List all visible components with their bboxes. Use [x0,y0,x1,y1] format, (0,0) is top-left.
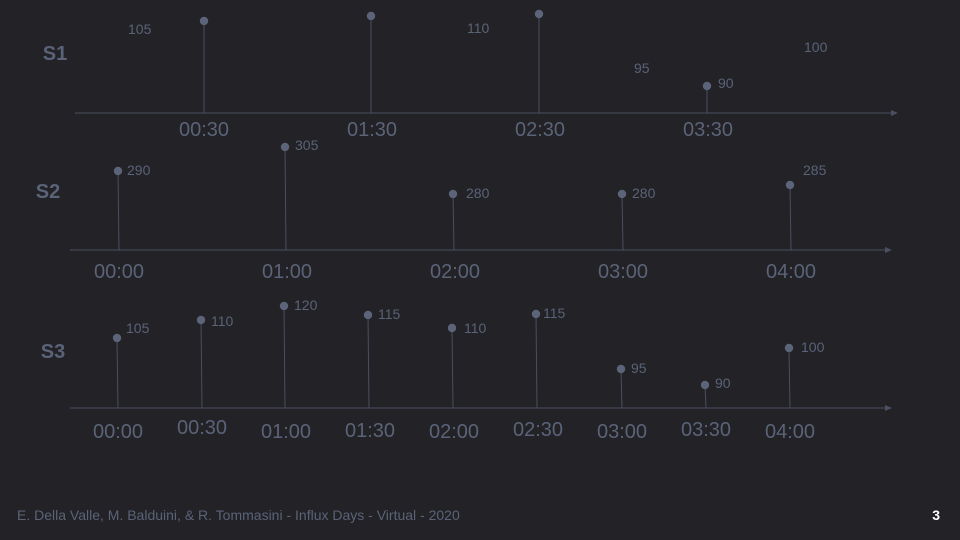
event-marker [785,180,795,190]
event-value-label: 90 [715,375,731,391]
event-stem [788,347,791,409]
event-stem [535,313,538,409]
event-marker [448,189,458,199]
stream-label-s3: S3 [41,341,65,363]
tick-label: 03:30 [681,419,731,441]
tick-label: 04:00 [765,421,815,443]
event-stem [116,337,119,409]
event-value-label: 110 [211,313,234,329]
event-marker [113,166,123,176]
event-marker [616,364,626,374]
event-stem [117,170,120,251]
event-marker [702,81,712,91]
axis-arrow-s3 [885,405,892,411]
event-marker [784,343,794,353]
event-marker [700,380,710,390]
event-value-label: 105 [126,320,150,336]
event-marker [363,310,373,320]
event-value-label: 100 [801,339,825,355]
footer-credits: E. Della Valle, M. Balduini, & R. Tommas… [17,507,460,523]
tick-label: 01:00 [262,261,312,283]
event-value-label: 290 [127,162,151,178]
event-marker [617,189,627,199]
event-value-label: 305 [295,137,319,153]
event-value-label: 100 [804,39,828,55]
tick-label: 04:00 [766,261,816,283]
event-marker [531,309,541,319]
event-value-label: 115 [378,306,401,322]
tick-label: 03:00 [597,421,647,443]
event-value-label: 110 [464,320,487,336]
tick-label: 02:30 [513,419,563,441]
tick-label: 00:30 [179,119,229,141]
event-marker [534,9,544,19]
event-marker [112,333,122,343]
axis-arrow-s1 [891,110,898,116]
tick-label: 00:00 [94,261,144,283]
event-marker [447,323,457,333]
event-stem [367,314,370,409]
tick-label: 02:00 [430,261,480,283]
stream-label-s1: S1 [43,43,67,65]
tick-label: 02:30 [515,119,565,141]
event-value-label: 95 [634,60,650,76]
event-stem [621,193,624,251]
tick-label: 03:00 [598,261,648,283]
event-value-label: 115 [543,305,566,321]
event-marker [366,11,376,21]
event-value-label: 90 [718,75,734,91]
event-value-label: 120 [294,297,318,313]
event-stem [452,193,455,251]
stream-label-s2: S2 [36,181,60,203]
tick-label: 01:30 [347,119,397,141]
event-stem [200,319,203,409]
tick-label: 01:30 [345,420,395,442]
event-stem [451,327,454,409]
page-number: 3 [932,507,940,523]
tick-label: 01:00 [261,421,311,443]
event-value-label: 110 [467,20,490,36]
event-stem [789,184,792,251]
event-value-label: 285 [803,162,827,178]
event-value-label: 95 [631,360,647,376]
tick-label: 00:00 [93,421,143,443]
event-stem [283,305,286,409]
event-value-label: 105 [128,21,152,37]
axis-arrow-s2 [885,247,892,253]
tick-label: 03:30 [683,119,733,141]
event-marker [196,315,206,325]
event-marker [280,142,290,152]
tick-label: 02:00 [429,421,479,443]
event-stem [620,368,623,409]
event-stem [284,146,287,251]
event-marker [199,16,209,26]
event-value-label: 280 [632,185,656,201]
tick-label: 00:30 [177,417,227,439]
event-value-label: 280 [466,185,490,201]
event-marker [279,301,289,311]
